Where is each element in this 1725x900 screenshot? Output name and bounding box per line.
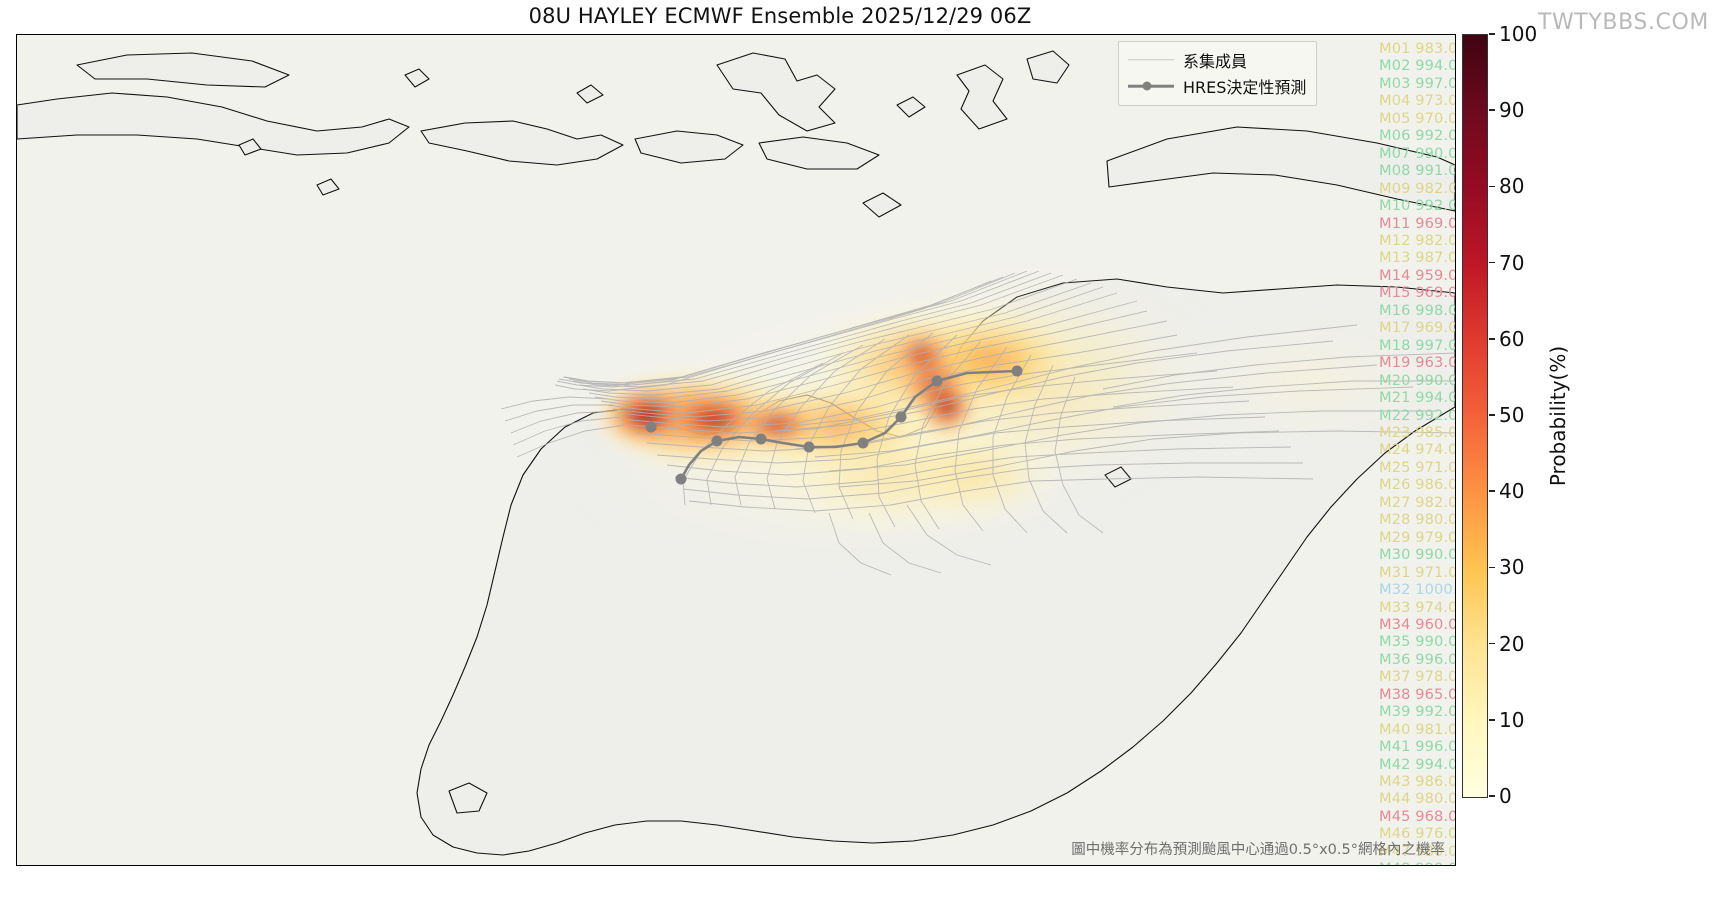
member-row: M05 970.0 hPa bbox=[1379, 109, 1456, 127]
member-row: M36 996.0 hPa bbox=[1379, 650, 1456, 668]
member-row: M01 983.0 hPa bbox=[1379, 40, 1456, 57]
hres-track-points bbox=[645, 365, 1023, 485]
member-row: M08 991.0 hPa bbox=[1379, 162, 1456, 180]
legend-item-ensemble: 系集成員 bbox=[1128, 47, 1306, 73]
member-row: M37 978.0 hPa bbox=[1379, 668, 1456, 686]
colorbar-tick-mark bbox=[1489, 490, 1495, 492]
member-row: M41 996.0 hPa bbox=[1379, 738, 1456, 756]
member-row: M04 973.0 hPa bbox=[1379, 92, 1456, 110]
member-row: M24 974.0 hPa bbox=[1379, 441, 1456, 459]
colorbar-tick-label: 40 bbox=[1499, 479, 1525, 504]
member-row: M10 992.0 hPa bbox=[1379, 197, 1456, 215]
map-legend: 系集成員 HRES決定性預測 bbox=[1118, 41, 1318, 106]
member-row: M19 963.0 hPa bbox=[1379, 354, 1456, 372]
legend-item-hres: HRES決定性預測 bbox=[1128, 73, 1306, 99]
member-row: M40 981.0 hPa bbox=[1379, 720, 1456, 738]
hres-line-swatch-icon bbox=[1128, 79, 1174, 93]
member-row: M39 992.0 hPa bbox=[1379, 703, 1456, 721]
colorbar-tick-label: 30 bbox=[1499, 555, 1525, 580]
member-row: M17 969.0 hPa bbox=[1379, 319, 1456, 337]
watermark: TWTYBBS.COM bbox=[1537, 10, 1709, 35]
member-row: M03 997.0 hPa bbox=[1379, 74, 1456, 92]
member-row: M09 982.0 hPa bbox=[1379, 179, 1456, 197]
colorbar-tick-mark bbox=[1489, 338, 1495, 340]
member-row: M23 985.0 hPa bbox=[1379, 423, 1456, 441]
member-row: M15 969.0 hPa bbox=[1379, 284, 1456, 302]
member-row: M45 968.0 hPa bbox=[1379, 807, 1456, 825]
colorbar-tick-label: 90 bbox=[1499, 98, 1525, 123]
member-row: M30 990.0 hPa bbox=[1379, 546, 1456, 564]
colorbar-tick-label: 60 bbox=[1499, 326, 1525, 351]
colorbar-ticks: 0 10 20 30 40 50 60 70 80 90 100 bbox=[1489, 22, 1569, 808]
colorbar-tick-mark bbox=[1489, 414, 1495, 416]
page-title: 08U HAYLEY ECMWF Ensemble 2025/12/29 06Z bbox=[528, 4, 1032, 28]
member-row: M32 1000.0 hPa bbox=[1379, 581, 1455, 599]
member-row: M14 959.0 hPa bbox=[1379, 266, 1456, 284]
ensemble-track-layer bbox=[17, 35, 1455, 865]
colorbar-tick-mark bbox=[1489, 261, 1495, 264]
colorbar-tick-label: 10 bbox=[1499, 707, 1525, 732]
colorbar-gradient bbox=[1462, 34, 1488, 798]
colorbar-tick-mark bbox=[1489, 185, 1495, 188]
member-row: M35 990.0 hPa bbox=[1379, 633, 1456, 651]
colorbar-panel: 0 10 20 30 40 50 60 70 80 90 100 Probability(%) bbox=[1462, 22, 1572, 864]
colorbar-tick-label: 70 bbox=[1499, 250, 1525, 275]
member-row: M18 997.0 hPa bbox=[1379, 336, 1456, 354]
member-row: M02 994.0 hPa bbox=[1379, 57, 1456, 75]
member-row: M12 982.0 hPa bbox=[1379, 231, 1456, 249]
member-row: M20 990.0 hPa bbox=[1379, 371, 1456, 389]
member-row: M44 980.0 hPa bbox=[1379, 790, 1456, 808]
member-row: M29 979.0 hPa bbox=[1379, 528, 1456, 546]
colorbar-tick-label: 80 bbox=[1499, 174, 1525, 199]
member-row: M33 974.0 hPa bbox=[1379, 598, 1456, 616]
member-row: M22 992.0 hPa bbox=[1379, 406, 1456, 424]
member-row: M38 965.0 hPa bbox=[1379, 685, 1456, 703]
header: 08U HAYLEY ECMWF Ensemble 2025/12/29 06Z… bbox=[0, 0, 1725, 40]
colorbar-tick-mark bbox=[1489, 719, 1495, 721]
legend-label-ensemble: 系集成員 bbox=[1183, 52, 1248, 71]
member-row: M34 960.0 hPa bbox=[1379, 615, 1456, 633]
colorbar-tick-mark bbox=[1489, 795, 1495, 797]
member-row: M46 976.0 hPa bbox=[1379, 825, 1456, 843]
member-row: M06 992.0 hPa bbox=[1379, 127, 1456, 145]
colorbar-tick-label: 20 bbox=[1499, 631, 1525, 656]
colorbar-tick-label: 0 bbox=[1499, 784, 1512, 808]
colorbar-tick-mark bbox=[1489, 109, 1495, 111]
member-row: M43 986.0 hPa bbox=[1379, 773, 1456, 791]
member-row: M16 998.0 hPa bbox=[1379, 301, 1456, 319]
member-row: M25 971.0 hPa bbox=[1379, 458, 1456, 476]
colorbar-tick-label: 100 bbox=[1499, 22, 1538, 46]
ensemble-line-swatch-icon bbox=[1128, 53, 1174, 67]
colorbar-tick-mark bbox=[1489, 33, 1495, 35]
member-row: M26 986.0 hPa bbox=[1379, 476, 1456, 494]
member-row: M13 987.0 hPa bbox=[1379, 249, 1456, 267]
probability-footnote: 圖中機率分布為預測颱風中心通過0.5°x0.5°網格內之機率 bbox=[1071, 842, 1445, 858]
member-row: M21 994.0 hPa bbox=[1379, 389, 1456, 407]
member-row: M07 990.0 hPa bbox=[1379, 144, 1456, 162]
member-row: M27 982.0 hPa bbox=[1379, 493, 1456, 511]
colorbar-tick-label: 50 bbox=[1499, 403, 1525, 427]
colorbar-tick-mark bbox=[1489, 566, 1495, 569]
member-row: M11 969.0 hPa bbox=[1379, 214, 1456, 232]
colorbar-tick-mark bbox=[1489, 642, 1495, 645]
member-pressure-list: M01 983.0 hPaM02 994.0 hPaM03 997.0 hPaM… bbox=[1379, 40, 1456, 865]
legend-label-hres: HRES決定性預測 bbox=[1183, 78, 1307, 97]
member-row: M47 980.0 hPa bbox=[1379, 842, 1456, 860]
colorbar-axis-label: Probability(%) bbox=[1546, 345, 1570, 487]
member-row: M28 980.0 hPa bbox=[1379, 511, 1456, 529]
member-row: M48 990.0 hPa bbox=[1379, 860, 1455, 865]
map-panel[interactable]: 系集成員 HRES決定性預測 M01 983.0 hPaM02 994.0 hP… bbox=[16, 34, 1456, 866]
member-row: M42 994.0 hPa bbox=[1379, 755, 1456, 773]
member-row: M31 971.0 hPa bbox=[1379, 563, 1456, 581]
